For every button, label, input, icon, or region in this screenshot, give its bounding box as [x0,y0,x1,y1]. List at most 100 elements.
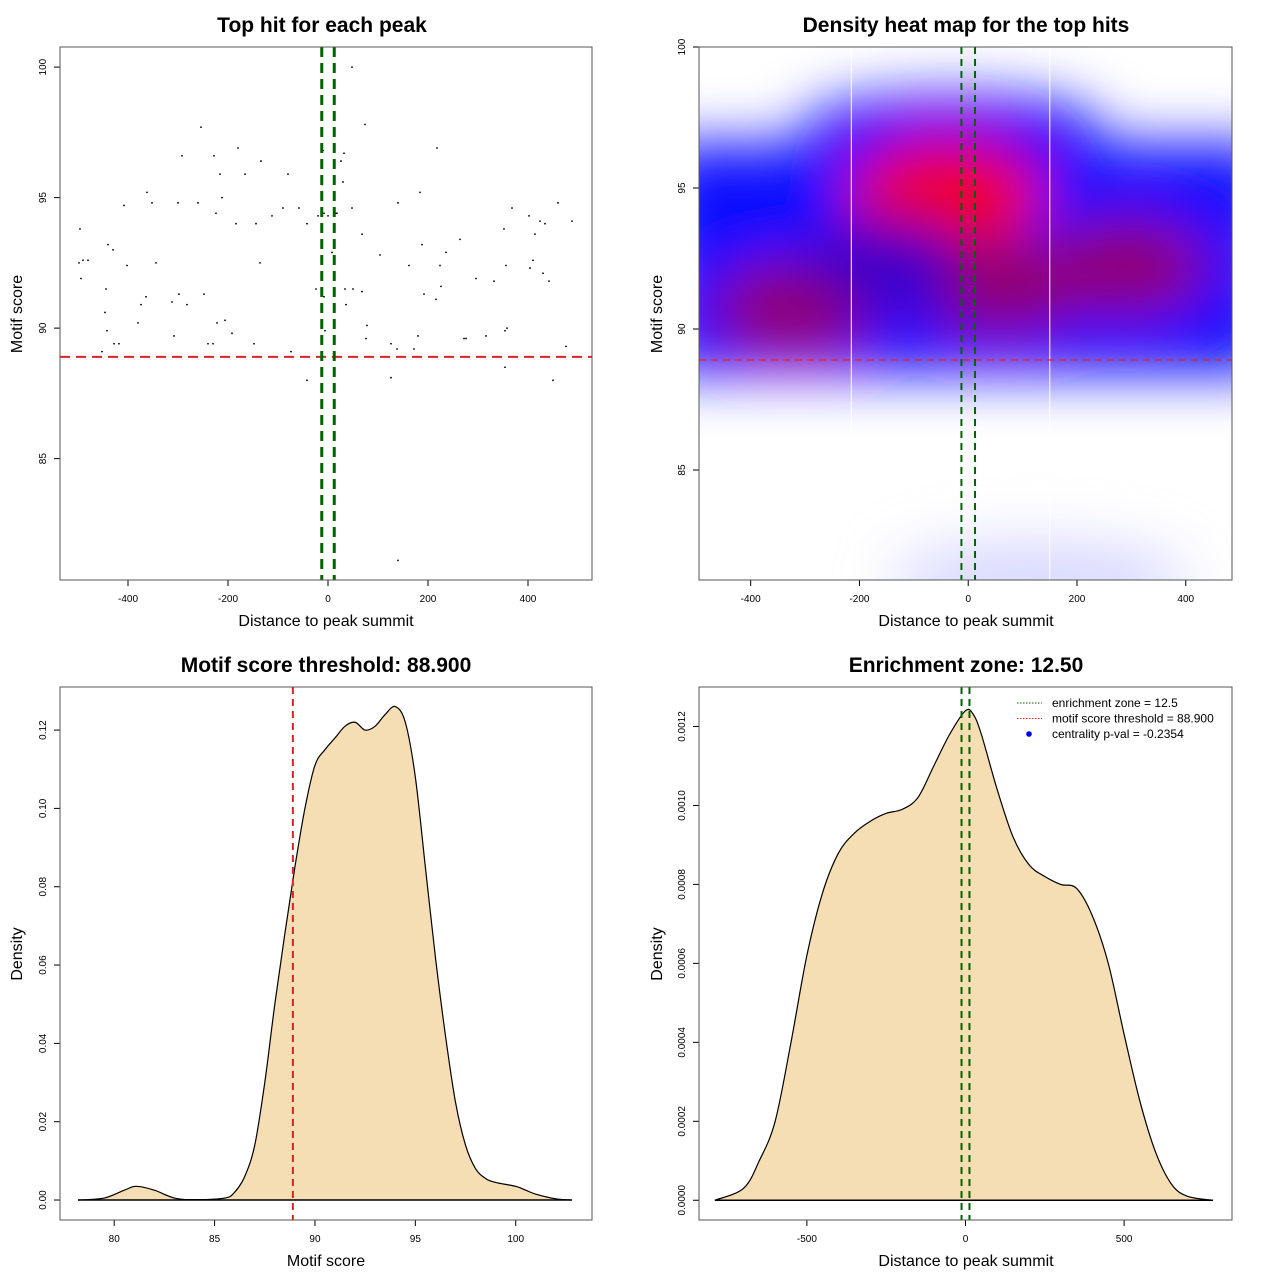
scatter-point [173,335,175,337]
scatter-point [504,329,506,332]
heatmap-x-tick-label: 0 [965,594,971,605]
scatter-point [259,261,261,264]
scatter-y-tick-label: 90 [38,322,49,334]
score-density-y-tick-label: 0.00 [38,1190,49,1210]
scatter-point [459,238,461,241]
heatmap-x-tick-label: -200 [849,594,869,605]
distance-density-xlabel: Distance to peak summit [878,1253,1054,1270]
legend-item-label: centrality p-val = -0.2354 [1052,727,1184,741]
distance-density-x-tick-label: 500 [1116,1234,1133,1245]
scatter-point [178,293,180,296]
scatter-x-tick-label: 400 [520,594,537,605]
scatter-plot-frame [59,46,593,581]
scatter-point [379,254,381,256]
scatter-point [151,201,153,204]
score-density-x-tick-label: 95 [410,1234,422,1245]
scatter-point [200,126,202,129]
scatter-point [504,366,506,369]
distance-density-panel: Enrichment zone: 12.50 Distance to peak … [649,654,1233,1270]
score-density-y-tick-label: 0.06 [38,955,49,975]
scatter-point [439,264,441,267]
scatter-point [137,321,139,324]
scatter-point [436,147,438,149]
scatter-point [315,288,317,290]
score-density-y-tick-label: 0.10 [38,798,49,818]
distance-density-area [714,709,1213,1201]
scatter-point [361,233,363,236]
scatter-point [290,350,292,353]
scatter-point [197,201,199,204]
scatter-point [155,261,157,264]
scatter-point [340,160,342,162]
heatmap-y-tick-label: 95 [677,182,688,194]
score-density-x-tick-label: 100 [507,1234,524,1245]
scatter-point [146,191,148,194]
scatter-point [306,379,308,382]
heatmap-peak [806,216,967,307]
scatter-point [101,350,103,353]
scatter-point [435,298,437,301]
scatter-point [207,342,209,345]
score-density-x-tick-label: 80 [109,1234,121,1245]
scatter-point [215,212,217,215]
scatter-point [260,160,262,162]
scatter-point [216,321,218,324]
scatter-point [528,214,530,217]
scatter-point [344,288,346,290]
heatmap-y-tick-label: 100 [677,38,688,55]
heatmap-y-tick-label: 90 [677,323,688,335]
heatmap-plot-frame [698,46,1233,581]
heatmap-panel: Density heat map for the top hits Distan… [649,14,1233,630]
score-density-y-tick-label: 0.04 [38,1033,49,1053]
distance-density-ylabel: Density [649,927,666,980]
scatter-point [345,303,347,306]
scatter-point [145,295,147,298]
scatter-point [361,290,363,293]
scatter-point [255,222,257,225]
heatmap-band-top [801,95,1102,156]
scatter-point [327,214,329,217]
scatter-point [413,348,415,350]
scatter-point [298,207,300,209]
distance-density-y-tick-label: 0.0006 [677,948,688,979]
scatter-point [80,277,82,280]
scatter-point [485,335,487,337]
scatter-point [390,342,392,345]
heatmap-x-tick-label: -400 [741,594,761,605]
scatter-point [118,342,120,345]
scatter-point [364,123,366,126]
scatter-point [323,295,325,298]
scatter-point [212,342,214,345]
scatter-point [465,337,467,340]
scatter-point [342,181,344,183]
scatter-point [235,222,237,225]
scatter-point [107,243,109,246]
scatter-point [287,173,289,176]
scatter-point [123,204,125,207]
score-density-y-tick-label: 0.02 [38,1112,49,1132]
distance-density-x-tick-label: 0 [963,1234,969,1245]
scatter-point [529,267,531,269]
scatter-point [351,207,353,209]
scatter-point [505,264,507,267]
scatter-point [548,280,550,283]
scatter-point [423,293,425,296]
heatmap-x-tick-label: 200 [1069,594,1086,605]
score-density-xlabel: Motif score [287,1253,365,1270]
scatter-point [237,147,239,149]
distance-density-y-tick-label: 0.0012 [677,711,688,742]
scatter-point [493,280,495,283]
heatmap-y-tick-label: 85 [677,464,688,476]
scatter-point [445,251,447,254]
scatter-point [181,154,183,157]
distance-density-y-tick-label: 0.0002 [677,1106,688,1137]
scatter-point [419,191,421,194]
score-density-x-tick-label: 90 [309,1234,321,1245]
scatter-point [104,311,106,314]
scatter-point [544,222,546,225]
scatter-point [463,337,465,340]
heatmap-xlabel: Distance to peak summit [878,613,1054,630]
scatter-point [440,285,442,288]
scatter-point [113,342,115,345]
